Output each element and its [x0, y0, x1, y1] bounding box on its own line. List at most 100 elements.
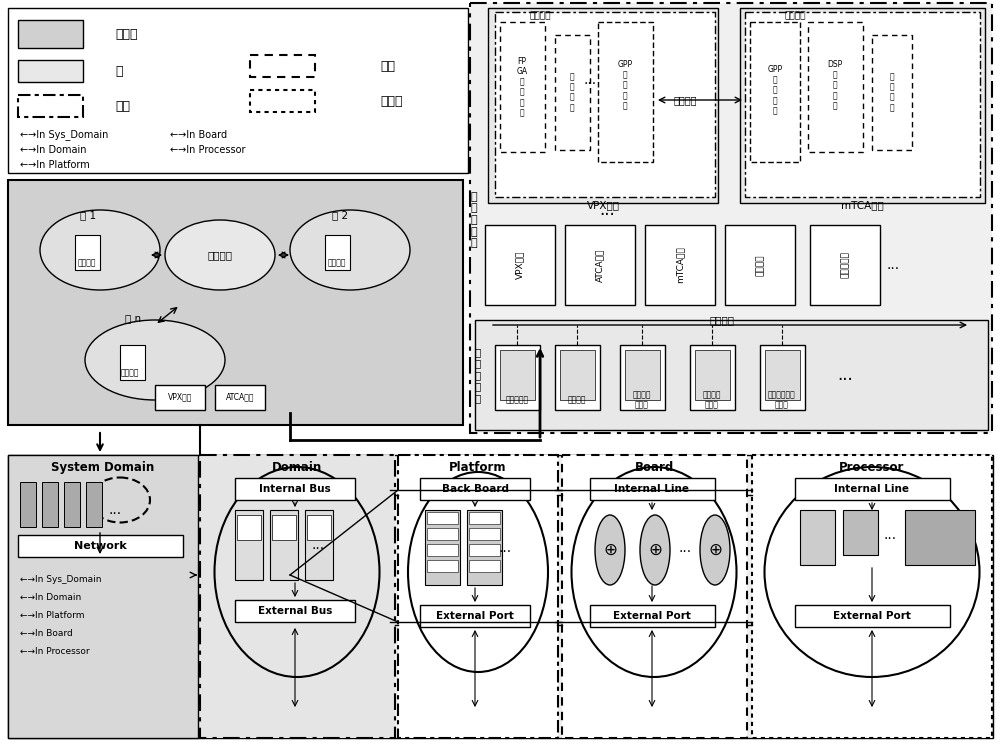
- FancyBboxPatch shape: [562, 455, 747, 738]
- Text: External Port: External Port: [436, 611, 514, 621]
- FancyBboxPatch shape: [752, 455, 992, 738]
- Text: ...: ...: [599, 201, 615, 219]
- FancyBboxPatch shape: [469, 528, 500, 540]
- Text: External Bus: External Bus: [258, 606, 332, 616]
- Text: ⊕: ⊕: [708, 541, 722, 559]
- Text: 互联网络: 互联网络: [673, 95, 697, 105]
- FancyBboxPatch shape: [470, 3, 992, 433]
- FancyBboxPatch shape: [495, 12, 715, 197]
- Text: 互联网络: 互联网络: [710, 315, 734, 325]
- Text: ...: ...: [108, 503, 122, 517]
- Text: ...: ...: [883, 528, 897, 542]
- FancyBboxPatch shape: [18, 95, 83, 117]
- FancyBboxPatch shape: [427, 560, 458, 572]
- Text: ...: ...: [311, 538, 325, 552]
- FancyBboxPatch shape: [469, 512, 500, 524]
- Text: 域服务器: 域服务器: [328, 258, 346, 268]
- FancyBboxPatch shape: [235, 600, 355, 622]
- Text: Processor: Processor: [839, 461, 905, 473]
- Text: 板卡: 板卡: [380, 60, 395, 72]
- Text: ATCA平台: ATCA平台: [226, 393, 254, 402]
- FancyBboxPatch shape: [425, 510, 460, 585]
- FancyBboxPatch shape: [690, 345, 735, 410]
- Text: Internal Line: Internal Line: [614, 484, 690, 494]
- FancyBboxPatch shape: [325, 235, 350, 270]
- Text: ...: ...: [678, 541, 692, 555]
- FancyBboxPatch shape: [8, 180, 463, 425]
- FancyBboxPatch shape: [305, 510, 333, 580]
- Text: ←→In Domain: ←→In Domain: [20, 594, 81, 603]
- Text: GPP
主
控
节
点: GPP 主 控 节 点: [617, 60, 633, 110]
- Text: Network: Network: [74, 541, 126, 551]
- Ellipse shape: [700, 515, 730, 585]
- Text: External Port: External Port: [833, 611, 911, 621]
- Text: 专用硬件: 专用硬件: [756, 254, 765, 276]
- FancyBboxPatch shape: [200, 455, 395, 738]
- FancyBboxPatch shape: [467, 510, 502, 585]
- FancyBboxPatch shape: [555, 345, 600, 410]
- FancyBboxPatch shape: [420, 478, 530, 500]
- Text: 通信总线: 通信总线: [784, 11, 806, 21]
- Text: ⊕: ⊕: [648, 541, 662, 559]
- Text: 域: 域: [115, 65, 122, 77]
- Text: 系统域: 系统域: [115, 28, 138, 40]
- Ellipse shape: [85, 320, 225, 400]
- Text: 域 1: 域 1: [80, 210, 96, 220]
- FancyBboxPatch shape: [8, 455, 198, 738]
- FancyBboxPatch shape: [800, 510, 835, 565]
- FancyBboxPatch shape: [795, 605, 950, 627]
- FancyBboxPatch shape: [590, 478, 715, 500]
- Text: ...: ...: [583, 73, 597, 87]
- FancyBboxPatch shape: [155, 385, 205, 410]
- FancyBboxPatch shape: [427, 544, 458, 556]
- FancyBboxPatch shape: [843, 510, 878, 555]
- Ellipse shape: [595, 515, 625, 585]
- FancyBboxPatch shape: [18, 60, 83, 82]
- FancyBboxPatch shape: [420, 605, 530, 627]
- Text: ...: ...: [837, 366, 853, 384]
- FancyBboxPatch shape: [500, 22, 545, 152]
- FancyBboxPatch shape: [86, 482, 102, 527]
- Text: 通信总线: 通信总线: [529, 11, 551, 21]
- Text: ←→In Sys_Domain: ←→In Sys_Domain: [20, 576, 102, 585]
- FancyBboxPatch shape: [485, 225, 555, 305]
- FancyBboxPatch shape: [235, 478, 355, 500]
- Ellipse shape: [290, 210, 410, 290]
- FancyBboxPatch shape: [120, 345, 145, 380]
- FancyBboxPatch shape: [215, 385, 265, 410]
- FancyBboxPatch shape: [250, 90, 315, 112]
- FancyBboxPatch shape: [488, 8, 718, 203]
- Text: External Port: External Port: [613, 611, 691, 621]
- FancyBboxPatch shape: [695, 350, 730, 400]
- FancyBboxPatch shape: [905, 510, 975, 565]
- Text: ←→In Domain: ←→In Domain: [20, 145, 87, 155]
- FancyBboxPatch shape: [475, 320, 988, 430]
- FancyBboxPatch shape: [760, 345, 805, 410]
- Text: Back Board: Back Board: [442, 484, 509, 494]
- Ellipse shape: [640, 515, 670, 585]
- Text: Board: Board: [634, 461, 674, 473]
- FancyBboxPatch shape: [307, 515, 331, 540]
- FancyBboxPatch shape: [8, 8, 468, 173]
- FancyBboxPatch shape: [469, 560, 500, 572]
- FancyBboxPatch shape: [620, 345, 665, 410]
- FancyBboxPatch shape: [469, 544, 500, 556]
- FancyBboxPatch shape: [500, 350, 535, 400]
- Text: 平台: 平台: [115, 100, 130, 112]
- Text: 遥遥应用
控制台: 遥遥应用 控制台: [633, 391, 651, 410]
- Text: mTCA平台: mTCA平台: [841, 200, 883, 210]
- Text: 域服务器: 域服务器: [121, 368, 139, 377]
- FancyBboxPatch shape: [427, 512, 458, 524]
- FancyBboxPatch shape: [725, 225, 795, 305]
- Text: 处理器: 处理器: [380, 94, 402, 107]
- FancyBboxPatch shape: [495, 345, 540, 410]
- FancyBboxPatch shape: [237, 515, 261, 540]
- Text: ←→In Platform: ←→In Platform: [20, 160, 90, 170]
- Text: Internal Bus: Internal Bus: [259, 484, 331, 494]
- Ellipse shape: [165, 220, 275, 290]
- Text: 卫星信息应用
控制台: 卫星信息应用 控制台: [768, 391, 796, 410]
- FancyBboxPatch shape: [645, 225, 715, 305]
- Text: 机
架
式
平
台: 机 架 式 平 台: [471, 192, 477, 248]
- Text: ←→In Board: ←→In Board: [170, 130, 227, 140]
- FancyBboxPatch shape: [810, 225, 880, 305]
